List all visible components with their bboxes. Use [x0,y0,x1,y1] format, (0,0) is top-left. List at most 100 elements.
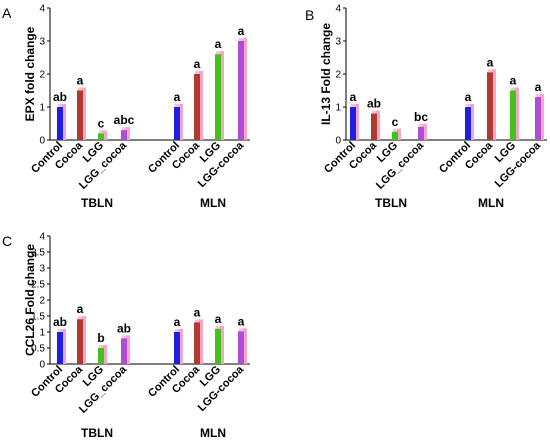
significance-letter: a [487,55,494,69]
bar-mln-lgg [215,328,221,364]
bar-shadow-top [195,319,201,323]
bar-shadow-top [175,329,181,332]
bar-shadow-top [216,325,222,329]
significance-letter: a [238,24,245,38]
bar-shadow [423,123,427,140]
bar-shadow-top [122,335,128,339]
y-tick-label: 3 [39,264,45,275]
y-tick-label: 0 [335,136,341,147]
bar-shadow [355,104,359,140]
bar-mln-cocoa [194,74,200,140]
bar-tbln-lgg [98,133,104,140]
significance-letter: a [215,312,222,326]
y-tick-label: 4 [39,4,45,15]
group-label-tbln: TBLN [81,426,113,440]
bar-shadow-top [239,328,245,332]
bar-shadow [82,87,86,140]
y-tick-label: 1 [39,328,45,339]
group-label-tbln: TBLN [375,196,407,210]
bar-shadow [220,51,224,141]
y-tick-label: 1 [39,103,45,114]
y-axis-label: EPX fold change [23,26,37,121]
bar-shadow-top [122,127,128,131]
bar-shadow [376,110,380,140]
significance-letter: b [97,331,104,345]
bar-tbln-control [350,107,356,140]
significance-letter: a [535,80,542,94]
y-tick-label: 4 [39,232,45,243]
bar-shadow-top [78,87,84,91]
bar-mln-lgg [510,90,516,140]
bar-tbln-cocoa [77,90,83,140]
bar-shadow-top [78,316,84,320]
bar-tbln-control [57,332,63,364]
group-label-mln: MLN [200,426,226,440]
significance-letter: a [215,37,222,51]
bar-tbln-cocoa [371,113,377,140]
significance-letter: a [350,90,357,104]
bar-shadow [515,87,519,140]
significance-letter: a [77,302,84,316]
bar-mln-cocoa [194,322,200,364]
y-tick-label: 2.5 [31,280,45,291]
significance-letter: ab [53,315,67,329]
bar-mln-control [174,107,180,140]
bar-mln-lgg-cocoa [535,97,541,140]
y-tick-label: 3 [335,37,341,48]
bar-shadow-top [58,104,64,107]
y-tick-label: 3.5 [31,248,45,259]
bar-shadow [220,325,224,364]
bar-shadow-top [351,104,357,107]
significance-letter: a [174,315,181,329]
significance-letter: c [98,116,105,130]
bar-shadow-top [372,110,378,114]
bar-shadow-top [58,329,64,332]
panel-b: BIL-13 Fold change01234aControlabCocoacL… [305,4,547,210]
bar-mln-cocoa [487,72,493,140]
bar-shadow [126,127,130,140]
y-tick-label: 4 [335,4,341,15]
bar-shadow-top [195,71,201,74]
bar-shadow [103,130,107,140]
bar-tbln-control [57,107,63,140]
y-tick-label: 1 [335,103,341,114]
y-tick-label: 0 [39,360,45,371]
significance-letter: abc [114,113,135,127]
group-label-mln: MLN [478,196,504,210]
significance-letter: a [194,57,201,71]
bar-shadow-top [419,123,425,127]
bar-shadow [126,335,130,364]
bar-shadow-top [488,69,494,73]
bar-shadow [470,104,474,140]
y-tick-label: 2 [335,70,341,81]
bar-shadow [62,329,66,364]
bar-shadow-top [175,104,181,107]
bar-shadow-top [466,104,472,107]
bar-shadow [492,69,496,140]
bar-tbln-lgg [392,131,398,140]
significance-letter: ab [53,90,67,104]
bar-shadow-top [99,345,105,348]
bar-shadow [397,128,401,140]
significance-letter: bc [414,110,428,124]
bar-shadow [82,316,86,364]
significance-letter: a [238,314,245,328]
significance-letter: a [465,90,472,104]
significance-letter: a [174,90,181,104]
bar-tbln-lgg-cocoa [418,126,424,140]
bar-shadow-top [393,128,399,132]
y-tick-label: 0.5 [31,344,45,355]
bar-shadow-top [536,94,542,98]
group-label-tbln: TBLN [81,196,113,210]
panel-letter: B [305,7,314,23]
bar-shadow [243,38,247,140]
bar-shadow [199,71,203,140]
bar-shadow-top [239,38,245,41]
panel-letter: A [2,5,12,21]
significance-letter: c [392,115,399,129]
group-label-mln: MLN [200,196,226,210]
y-tick-label: 1.5 [31,312,45,323]
bar-shadow [62,104,66,140]
bar-shadow-top [511,87,517,91]
